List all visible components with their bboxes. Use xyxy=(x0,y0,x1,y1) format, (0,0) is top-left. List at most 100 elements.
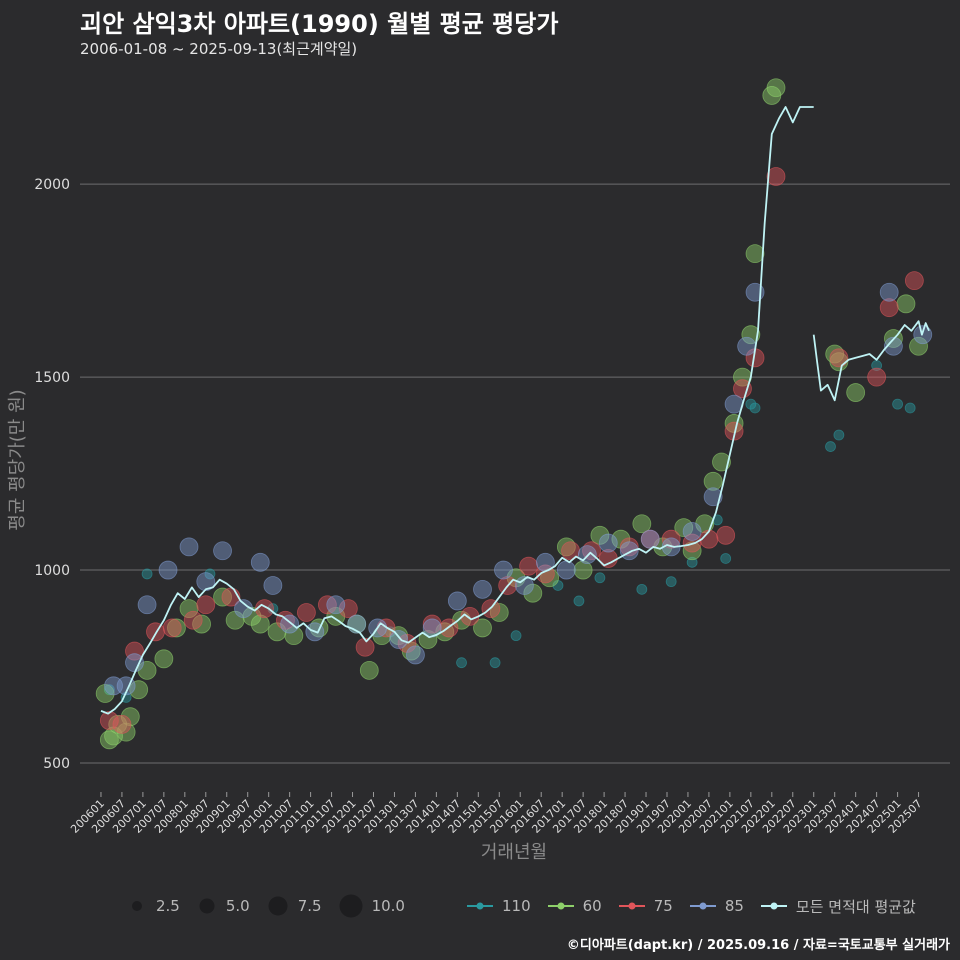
data-point-85 xyxy=(473,579,492,599)
average-line xyxy=(100,106,814,715)
data-point-85 xyxy=(640,529,660,549)
data-point-85 xyxy=(515,576,534,595)
data-point-60 xyxy=(682,541,702,561)
data-point-75 xyxy=(904,271,924,291)
data-point-110 xyxy=(825,441,836,452)
chart-subtitle: 2006-01-08 ~ 2025-09-13(최근계약일) xyxy=(80,40,358,58)
data-point-60 xyxy=(418,630,438,649)
data-point-60 xyxy=(896,294,916,314)
series-legend: 110 60 75 85 모든 면적대 평균값 xyxy=(466,892,932,920)
data-point-110 xyxy=(573,595,585,607)
data-point-75 xyxy=(867,367,887,387)
data-point-60 xyxy=(129,680,149,700)
data-point-85 xyxy=(326,595,346,615)
data-point-75 xyxy=(619,537,639,557)
data-point-110 xyxy=(141,568,153,580)
data-point-110 xyxy=(892,398,903,410)
size-legend-item: 10.0 xyxy=(338,893,405,919)
size-legend-dot xyxy=(339,894,363,918)
series-legend-item-85: 85 xyxy=(689,897,744,915)
chart-title: 괴안 삼익3차 아파트(1990) 월별 평균 평당가 xyxy=(80,10,559,38)
y-tick-label: 500 xyxy=(43,756,70,772)
data-point-85 xyxy=(447,591,467,611)
series-legend-label: 75 xyxy=(653,897,673,915)
data-point-110 xyxy=(745,398,757,410)
data-point-110 xyxy=(904,402,916,414)
size-legend-item: 2.5 xyxy=(126,895,180,917)
data-point-85 xyxy=(494,560,513,580)
data-point-85 xyxy=(883,336,903,356)
data-point-60 xyxy=(846,383,866,402)
data-point-75 xyxy=(146,622,165,642)
data-point-110 xyxy=(636,583,648,595)
data-point-60 xyxy=(359,660,379,680)
series-legend-key xyxy=(547,902,574,910)
data-point-110 xyxy=(749,402,761,414)
data-point-60 xyxy=(712,452,731,472)
data-point-75 xyxy=(661,529,681,549)
size-legend: 2.5 5.0 7.5 10.0 xyxy=(126,892,421,920)
data-point-60 xyxy=(632,514,652,534)
data-point-110 xyxy=(510,630,522,642)
data-point-75 xyxy=(99,711,119,730)
series-legend-key xyxy=(689,902,716,910)
size-legend-item: 5.0 xyxy=(196,895,250,917)
data-point-60 xyxy=(909,336,928,356)
source-credit: ©디아파트(dapt.kr) / 2025.09.16 / 자료=국토교통부 실… xyxy=(566,938,950,953)
data-point-60 xyxy=(766,78,786,98)
data-point-75 xyxy=(255,599,274,619)
series-legend-label: 60 xyxy=(582,897,602,915)
series-legend-item-75: 75 xyxy=(618,897,673,915)
data-point-75 xyxy=(338,599,358,619)
data-point-85 xyxy=(213,541,232,561)
series-legend-key xyxy=(467,902,493,910)
data-point-85 xyxy=(179,537,199,557)
data-point-85 xyxy=(406,645,425,665)
size-legend-label: 2.5 xyxy=(156,897,180,915)
series-legend-label: 85 xyxy=(724,897,744,915)
data-point-75 xyxy=(196,595,216,615)
series-legend-item-110: 110 xyxy=(466,897,531,915)
data-point-110 xyxy=(456,657,467,669)
data-point-85 xyxy=(619,541,639,561)
data-point-75 xyxy=(125,641,144,661)
data-point-75 xyxy=(766,167,786,186)
data-point-75 xyxy=(183,610,203,630)
data-point-75 xyxy=(716,525,736,545)
data-point-60 xyxy=(154,649,174,669)
data-point-75 xyxy=(519,556,539,576)
y-tick-label: 1000 xyxy=(34,563,70,579)
data-point-75 xyxy=(879,298,899,318)
series-legend-key xyxy=(618,902,645,910)
data-point-85 xyxy=(250,552,270,572)
data-point-85 xyxy=(879,282,899,302)
data-point-60 xyxy=(120,707,140,727)
series-legend-label: 모든 면적대 평균값 xyxy=(795,897,916,916)
data-point-110 xyxy=(833,429,845,441)
data-point-60 xyxy=(250,614,270,634)
data-point-85 xyxy=(125,653,144,673)
data-point-75 xyxy=(297,603,316,622)
data-point-60 xyxy=(473,618,492,638)
data-point-85 xyxy=(389,630,409,649)
series-legend-key xyxy=(760,902,787,910)
data-point-60 xyxy=(590,525,610,545)
data-point-60 xyxy=(95,684,115,703)
series-legend-item-60: 60 xyxy=(547,897,602,915)
data-point-75 xyxy=(829,348,849,368)
data-point-75 xyxy=(162,618,182,638)
y-tick-label: 2000 xyxy=(34,177,70,193)
data-point-110 xyxy=(665,576,677,588)
data-point-110 xyxy=(594,572,606,584)
size-legend-label: 10.0 xyxy=(371,897,405,915)
y-tick-label: 1500 xyxy=(34,370,70,386)
size-legend-dot xyxy=(132,901,142,911)
data-point-60 xyxy=(745,244,765,264)
average-line xyxy=(812,320,930,402)
data-point-60 xyxy=(741,325,761,345)
data-point-85 xyxy=(263,576,283,595)
data-point-75 xyxy=(317,595,337,615)
size-legend-label: 7.5 xyxy=(297,897,322,915)
series-legend-item-avg: 모든 면적대 평균값 xyxy=(760,896,916,917)
